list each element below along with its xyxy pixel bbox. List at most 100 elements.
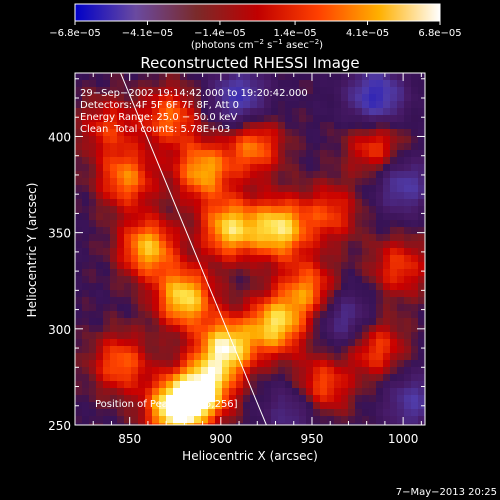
heatmap-cell: [334, 136, 341, 143]
heatmap-cell: [306, 122, 313, 129]
heatmap-cell: [75, 199, 82, 206]
x-tick-label: 950: [301, 432, 324, 446]
heatmap-cell: [145, 388, 152, 395]
heatmap-cell: [292, 213, 299, 220]
heatmap-cell: [306, 255, 313, 262]
heatmap-cell: [124, 178, 131, 185]
heatmap-cell: [103, 262, 110, 269]
heatmap-cell: [390, 346, 397, 353]
heatmap-cell: [306, 388, 313, 395]
heatmap-cell: [173, 402, 180, 409]
heatmap-cell: [96, 164, 103, 171]
heatmap-cell: [110, 164, 117, 171]
heatmap-cell: [257, 276, 264, 283]
heatmap-cell: [159, 332, 166, 339]
heatmap-cell: [222, 409, 229, 416]
heatmap-cell: [208, 395, 215, 402]
heatmap-cell: [215, 80, 222, 87]
heatmap-cell: [222, 367, 229, 374]
heatmap-cell: [96, 87, 103, 94]
heatmap-cell: [320, 122, 327, 129]
heatmap-cell: [89, 311, 96, 318]
heatmap-cell: [117, 136, 124, 143]
heatmap-cell: [313, 115, 320, 122]
heatmap-cell: [166, 416, 173, 423]
heatmap-cell: [89, 143, 96, 150]
heatmap-cell: [362, 94, 369, 101]
heatmap-cell: [264, 234, 271, 241]
heatmap-cell: [180, 234, 187, 241]
heatmap-cell: [215, 178, 222, 185]
heatmap-cell: [376, 423, 383, 425]
heatmap-cell: [334, 290, 341, 297]
heatmap-cell: [299, 388, 306, 395]
heatmap-cell: [159, 402, 166, 409]
heatmap-cell: [285, 262, 292, 269]
heatmap-cell: [327, 395, 334, 402]
heatmap-cell: [376, 325, 383, 332]
heatmap-cell: [306, 178, 313, 185]
heatmap-cell: [390, 276, 397, 283]
heatmap-cell: [180, 178, 187, 185]
heatmap-cell: [397, 269, 404, 276]
heatmap-cell: [257, 129, 264, 136]
heatmap-cell: [236, 185, 243, 192]
heatmap-cell: [124, 192, 131, 199]
heatmap-cell: [376, 290, 383, 297]
heatmap-cell: [124, 234, 131, 241]
heatmap-cell: [327, 150, 334, 157]
heatmap-cell: [271, 157, 278, 164]
heatmap-cell: [362, 108, 369, 115]
heatmap-cell: [285, 178, 292, 185]
heatmap-cell: [166, 87, 173, 94]
heatmap-cell: [180, 164, 187, 171]
heatmap-cell: [341, 122, 348, 129]
heatmap-cell: [327, 360, 334, 367]
heatmap-cell: [320, 213, 327, 220]
heatmap-cell: [369, 185, 376, 192]
heatmap-cell: [89, 276, 96, 283]
heatmap-cell: [278, 185, 285, 192]
heatmap-cell: [236, 325, 243, 332]
heatmap-cell: [285, 220, 292, 227]
heatmap-cell: [187, 276, 194, 283]
heatmap-cell: [362, 290, 369, 297]
heatmap-cell: [236, 381, 243, 388]
heatmap-cell: [159, 409, 166, 416]
heatmap-cell: [222, 80, 229, 87]
heatmap-cell: [124, 241, 131, 248]
heatmap-cell: [117, 178, 124, 185]
heatmap-cell: [320, 157, 327, 164]
heatmap-cell: [292, 409, 299, 416]
heatmap-cell: [236, 402, 243, 409]
heatmap-cell: [229, 311, 236, 318]
heatmap-cell: [208, 332, 215, 339]
heatmap-cell: [138, 409, 145, 416]
heatmap-cell: [369, 80, 376, 87]
heatmap-cell: [180, 136, 187, 143]
heatmap-cell: [411, 297, 418, 304]
heatmap-cell: [404, 416, 411, 423]
heatmap-cell: [131, 241, 138, 248]
heatmap-cell: [243, 367, 250, 374]
heatmap-cell: [243, 360, 250, 367]
heatmap-cell: [418, 388, 425, 395]
heatmap-cell: [152, 311, 159, 318]
heatmap-cell: [369, 150, 376, 157]
heatmap-cell: [243, 164, 250, 171]
heatmap-cell: [278, 199, 285, 206]
heatmap-cell: [348, 388, 355, 395]
heatmap-cell: [110, 143, 117, 150]
heatmap-cell: [250, 164, 257, 171]
heatmap-cell: [306, 199, 313, 206]
heatmap-cell: [264, 318, 271, 325]
heatmap-cell: [145, 227, 152, 234]
heatmap-cell: [222, 360, 229, 367]
heatmap-cell: [173, 269, 180, 276]
heatmap-cell: [334, 192, 341, 199]
heatmap-cell: [383, 339, 390, 346]
heatmap-cell: [194, 409, 201, 416]
heatmap-cell: [145, 290, 152, 297]
heatmap-cell: [201, 73, 208, 80]
heatmap-cell: [236, 80, 243, 87]
